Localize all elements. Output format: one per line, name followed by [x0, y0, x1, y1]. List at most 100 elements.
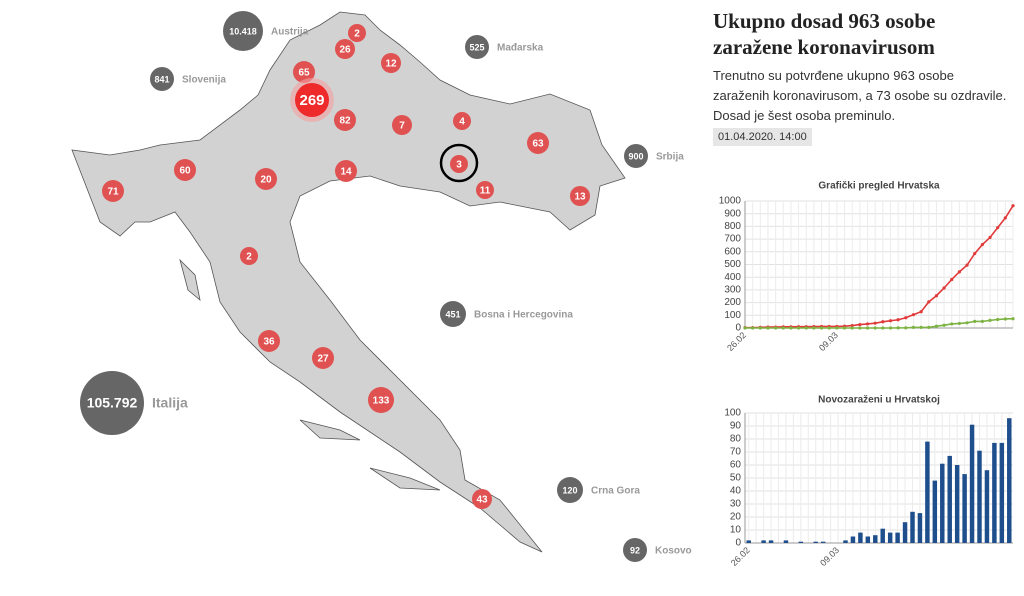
- y-tick-label: 80: [730, 434, 742, 445]
- x-tick-label: 26.02: [725, 330, 748, 353]
- point: [850, 326, 854, 330]
- bar: [887, 532, 893, 543]
- point: [996, 226, 1000, 230]
- region-count: 13: [574, 192, 586, 203]
- country-count: 525: [469, 42, 484, 52]
- point: [858, 322, 862, 327]
- y-tick-label: 60: [730, 460, 742, 471]
- summary-text: Trenutno su potvrđene ukupno 963 osobe z…: [713, 68, 1007, 123]
- point: [950, 322, 954, 326]
- point: [896, 318, 900, 322]
- point: [934, 324, 939, 328]
- y-tick-label: 700: [724, 234, 741, 245]
- region-count: 2: [246, 252, 252, 263]
- region-count: 20: [260, 175, 272, 186]
- region-count: 3: [456, 160, 462, 171]
- point: [896, 326, 900, 330]
- bar: [969, 424, 975, 543]
- point: [797, 326, 801, 330]
- region-bubble: [258, 330, 280, 352]
- line-series: [745, 205, 1014, 329]
- headline: Ukupno dosad 963 osobe zaražene koronavi…: [713, 9, 936, 59]
- region-bubble: [381, 53, 401, 73]
- y-tick-label: 200: [724, 297, 741, 308]
- point: [743, 326, 747, 330]
- y-tick-label: 50: [730, 473, 742, 484]
- region-count: 26: [339, 45, 351, 56]
- country-bubble: [623, 538, 647, 562]
- bar: [746, 540, 751, 543]
- country-name: Italija: [152, 395, 188, 411]
- region-bubble: [255, 168, 277, 190]
- country-name: Kosovo: [655, 546, 692, 557]
- point: [858, 326, 862, 330]
- bar: [992, 442, 997, 543]
- point: [942, 323, 946, 327]
- point: [873, 326, 877, 330]
- point: [812, 326, 816, 330]
- region-count: 2: [354, 29, 360, 40]
- region-bubble: [453, 112, 471, 130]
- point: [1011, 204, 1015, 208]
- point: [942, 286, 946, 290]
- bar: [954, 465, 960, 543]
- point: [911, 325, 916, 329]
- x-tick-label: 26.02: [729, 545, 752, 568]
- point: [865, 326, 870, 330]
- region-bubble: [293, 61, 315, 83]
- point: [957, 321, 962, 326]
- region-bubble: [102, 180, 124, 202]
- y-tick-label: 100: [724, 408, 741, 419]
- point: [888, 319, 893, 323]
- country-bubble: [465, 35, 489, 59]
- y-tick-label: 40: [730, 486, 742, 497]
- y-tick-label: 500: [724, 259, 741, 270]
- region-count: 43: [476, 495, 488, 506]
- point: [804, 326, 808, 330]
- region-count: 11: [480, 186, 491, 197]
- bar: [768, 540, 774, 543]
- chart-title: Grafički pregled Hrvatska: [818, 181, 940, 192]
- country-name: Crna Gora: [591, 486, 640, 497]
- bar: [880, 528, 885, 543]
- bar: [783, 540, 789, 543]
- region-bubble: [335, 39, 355, 59]
- bar: [925, 441, 930, 543]
- region-count: 60: [179, 166, 191, 177]
- point: [873, 321, 877, 325]
- point: [881, 320, 885, 324]
- bar: [820, 541, 826, 543]
- bar: [798, 541, 804, 543]
- point: [827, 326, 831, 330]
- region-bubble: [476, 181, 494, 199]
- y-tick-label: 30: [730, 499, 742, 510]
- point: [996, 317, 1000, 322]
- bar: [910, 511, 915, 543]
- point: [766, 326, 770, 330]
- region-bubble: [527, 132, 549, 154]
- point: [950, 277, 954, 282]
- point: [835, 326, 839, 330]
- country-count: 120: [562, 485, 577, 495]
- region-bubble: [295, 83, 329, 117]
- bar: [761, 540, 766, 543]
- region-bubble: [335, 160, 357, 182]
- point: [881, 326, 885, 330]
- point: [980, 242, 984, 247]
- country-bubble: [150, 67, 174, 91]
- croatia-map: [71, 11, 626, 553]
- point: [988, 318, 992, 322]
- point: [850, 323, 854, 328]
- region-count: 14: [340, 167, 352, 178]
- y-tick-label: 600: [724, 246, 741, 257]
- point: [1011, 317, 1015, 321]
- country-name: Bosna i Hercegovina: [474, 310, 573, 321]
- highlight-ring: [439, 143, 479, 183]
- chart-title: Novozaraženi u Hrvatskoj: [818, 395, 940, 406]
- point: [888, 326, 893, 330]
- bar: [850, 536, 856, 543]
- point: [957, 270, 962, 274]
- point: [1003, 216, 1007, 220]
- point: [1003, 317, 1007, 321]
